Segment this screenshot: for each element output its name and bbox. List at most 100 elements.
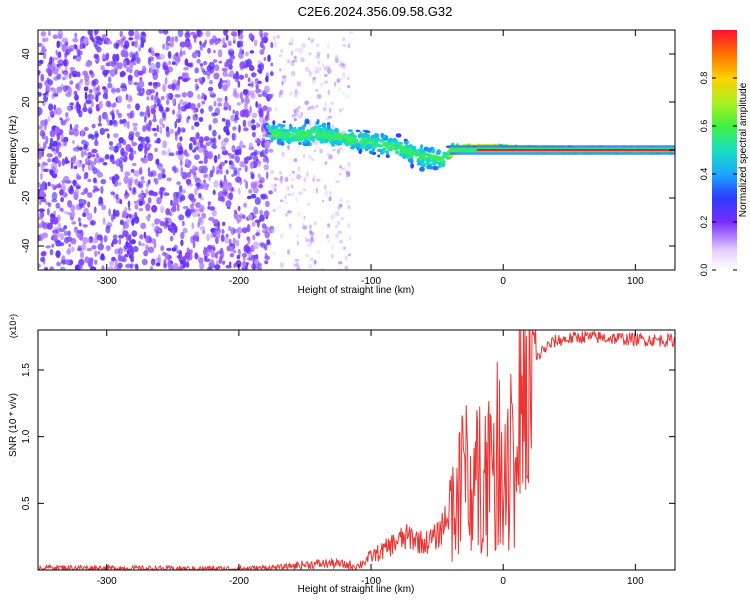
faint-speckle <box>340 61 343 66</box>
noise-speckle <box>259 40 264 49</box>
faint-speckle <box>327 240 331 243</box>
noise-speckle <box>39 129 46 137</box>
noise-speckle <box>79 43 84 50</box>
noise-speckle <box>215 236 219 245</box>
noise-speckle <box>176 254 183 259</box>
faint-speckle <box>323 66 327 72</box>
noise-speckle <box>97 37 103 46</box>
noise-speckle <box>251 124 257 131</box>
faint-speckle <box>348 31 354 34</box>
noise-speckle <box>38 182 41 188</box>
noise-speckle <box>182 128 186 133</box>
noise-speckle <box>174 35 179 43</box>
noise-speckle <box>121 37 125 41</box>
noise-speckle <box>220 80 224 84</box>
noise-speckle <box>253 206 259 215</box>
colorbar-label: Normalized spectral amplitude <box>738 82 749 217</box>
noise-speckle <box>248 189 253 194</box>
noise-speckle <box>97 243 105 251</box>
noise-speckle <box>44 182 48 191</box>
noise-speckle <box>244 109 251 118</box>
noise-speckle <box>225 34 229 41</box>
noise-speckle <box>226 130 230 136</box>
noise-speckle <box>128 152 134 161</box>
noise-speckle <box>243 202 248 208</box>
noise-speckle <box>257 109 263 114</box>
noise-speckle <box>235 260 242 268</box>
noise-speckle <box>233 167 238 175</box>
noise-speckle <box>94 140 99 147</box>
noise-speckle <box>224 160 228 164</box>
noise-speckle <box>222 70 228 77</box>
signal-speckle <box>334 128 339 132</box>
noise-speckle <box>132 246 139 253</box>
faint-speckle <box>347 204 351 210</box>
noise-speckle <box>195 202 201 208</box>
colorbar: 0.0 0.2 0.4 0.6 0.8 Normalized spectral ampl… <box>699 30 749 276</box>
snr-scale-label: (x10⁴) <box>8 314 18 338</box>
noise-speckle <box>83 37 89 45</box>
noise-speckle <box>44 266 48 270</box>
signal-speckle <box>365 144 372 150</box>
noise-speckle <box>173 197 179 206</box>
noise-speckle <box>248 32 254 40</box>
noise-speckle <box>181 189 187 194</box>
noise-speckle <box>139 111 145 117</box>
signal-speckle <box>394 144 401 149</box>
noise-speckle <box>215 259 221 266</box>
noise-speckle <box>99 127 106 136</box>
faint-speckle <box>335 233 340 239</box>
noise-speckle <box>188 249 193 254</box>
noise-speckle <box>119 219 124 226</box>
signal-speckle <box>276 138 282 145</box>
noise-speckle <box>97 234 103 241</box>
noise-speckle <box>55 146 60 154</box>
noise-speckle <box>44 37 49 42</box>
noise-speckle <box>266 157 269 164</box>
noise-speckle <box>239 109 246 118</box>
faint-speckle <box>297 166 301 173</box>
noise-speckle <box>169 128 175 134</box>
noise-speckle <box>143 250 149 257</box>
faint-speckle <box>313 221 317 226</box>
noise-speckle <box>179 197 183 203</box>
signal-speckle <box>270 124 275 130</box>
faint-speckle <box>339 108 342 113</box>
signal-speckle <box>336 133 343 138</box>
noise-speckle <box>204 39 208 45</box>
noise-speckle <box>263 37 268 44</box>
noise-speckle <box>145 188 149 195</box>
noise-speckle <box>157 172 163 180</box>
noise-speckle <box>147 167 151 174</box>
faint-speckle <box>309 232 314 237</box>
signal-speckle <box>270 134 274 137</box>
noise-speckle <box>239 213 244 218</box>
noise-speckle <box>213 72 220 80</box>
noise-speckle <box>38 107 43 116</box>
faint-speckle <box>324 161 328 165</box>
noise-speckle <box>227 225 232 232</box>
faint-speckle <box>294 88 298 95</box>
faint-speckle <box>319 148 323 154</box>
signal-speckle <box>402 146 407 150</box>
noise-speckle <box>170 199 173 206</box>
faint-speckle <box>308 74 312 78</box>
noise-speckle <box>135 103 140 111</box>
noise-speckle <box>111 176 116 185</box>
noise-speckle <box>152 82 158 86</box>
noise-speckle <box>171 83 176 91</box>
signal-speckle <box>299 136 304 140</box>
signal-speckle <box>382 148 387 152</box>
noise-speckle <box>218 164 223 170</box>
noise-speckle <box>91 245 97 250</box>
signal-speckle <box>285 131 292 137</box>
noise-speckle <box>123 122 127 128</box>
noise-speckle <box>182 50 186 55</box>
noise-speckle <box>151 223 155 227</box>
faint-speckle <box>279 89 284 95</box>
faint-speckle <box>296 173 301 180</box>
noise-speckle <box>250 72 257 78</box>
noise-speckle <box>81 243 87 251</box>
noise-speckle <box>265 171 269 180</box>
signal-speckle <box>409 152 414 157</box>
